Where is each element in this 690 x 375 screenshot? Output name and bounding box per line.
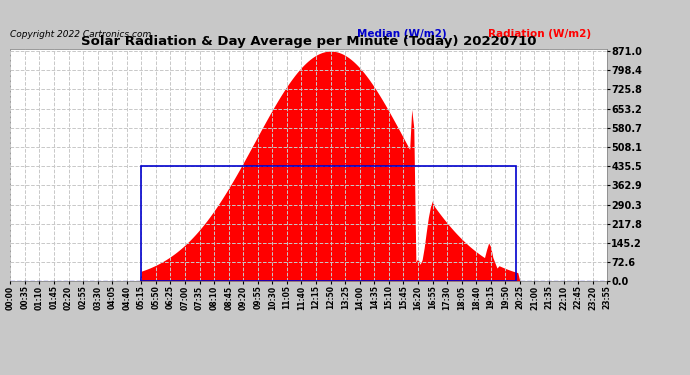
- Title: Solar Radiation & Day Average per Minute (Today) 20220710: Solar Radiation & Day Average per Minute…: [81, 34, 537, 48]
- Text: Copyright 2022 Cartronics.com: Copyright 2022 Cartronics.com: [10, 30, 152, 39]
- Text: Median (W/m2): Median (W/m2): [357, 30, 446, 39]
- Bar: [141, 166, 515, 281]
- Text: Radiation (W/m2): Radiation (W/m2): [488, 30, 591, 39]
